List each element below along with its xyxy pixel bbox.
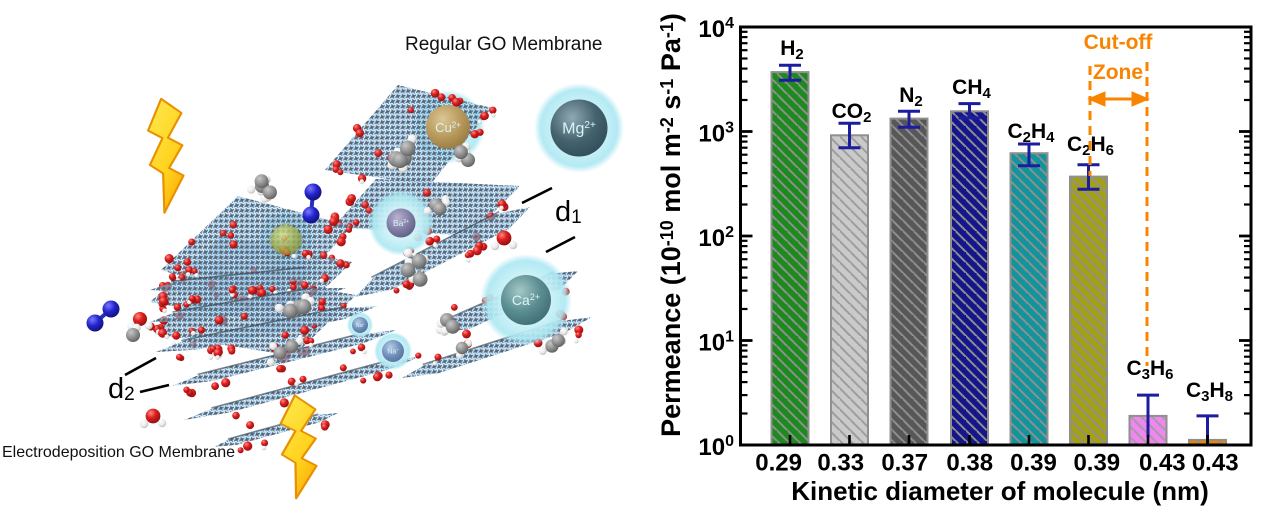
svg-text:C3H6: C3H6	[1126, 357, 1173, 383]
svg-text:CH4: CH4	[952, 76, 991, 102]
svg-text:0.33: 0.33	[817, 450, 864, 477]
svg-text:Na+: Na+	[387, 347, 399, 355]
svg-text:Zone: Zone	[1093, 61, 1143, 84]
svg-text:0.37: 0.37	[881, 450, 928, 477]
svg-text:Regular GO Membrane: Regular GO Membrane	[405, 34, 602, 55]
svg-text:CO2: CO2	[832, 100, 872, 126]
svg-text:Cut-off: Cut-off	[1084, 31, 1154, 54]
svg-text:0.38: 0.38	[946, 450, 993, 477]
svg-text:d1: d1	[555, 196, 582, 228]
svg-text:Na+: Na+	[356, 322, 365, 329]
svg-text:103: 103	[698, 120, 734, 148]
svg-text:Kinetic diameter of molecule (: Kinetic diameter of molecule (nm)	[791, 476, 1209, 506]
svg-text:101: 101	[698, 329, 734, 357]
svg-text:0.39: 0.39	[1073, 450, 1120, 477]
svg-text:100: 100	[698, 433, 734, 461]
svg-text:0.43: 0.43	[1139, 450, 1186, 477]
svg-text:102: 102	[698, 224, 734, 252]
svg-text:104: 104	[698, 15, 734, 43]
svg-text:N2: N2	[899, 84, 923, 110]
svg-text:Electrodeposition GO Membrane: Electrodeposition GO Membrane	[2, 444, 235, 461]
svg-text:Permeance (10-10 mol m-2 s-1 P: Permeance (10-10 mol m-2 s-1 Pa-1)	[656, 13, 686, 437]
svg-text:d2: d2	[108, 373, 135, 405]
svg-text:H2: H2	[780, 37, 804, 63]
svg-text:C3H8: C3H8	[1186, 379, 1233, 405]
svg-text:0.29: 0.29	[755, 450, 802, 477]
svg-text:0.43: 0.43	[1192, 450, 1239, 477]
svg-text:Ba2+: Ba2+	[393, 218, 409, 228]
svg-text:0.39: 0.39	[1010, 450, 1057, 477]
svg-text:C2H4: C2H4	[1007, 120, 1055, 146]
